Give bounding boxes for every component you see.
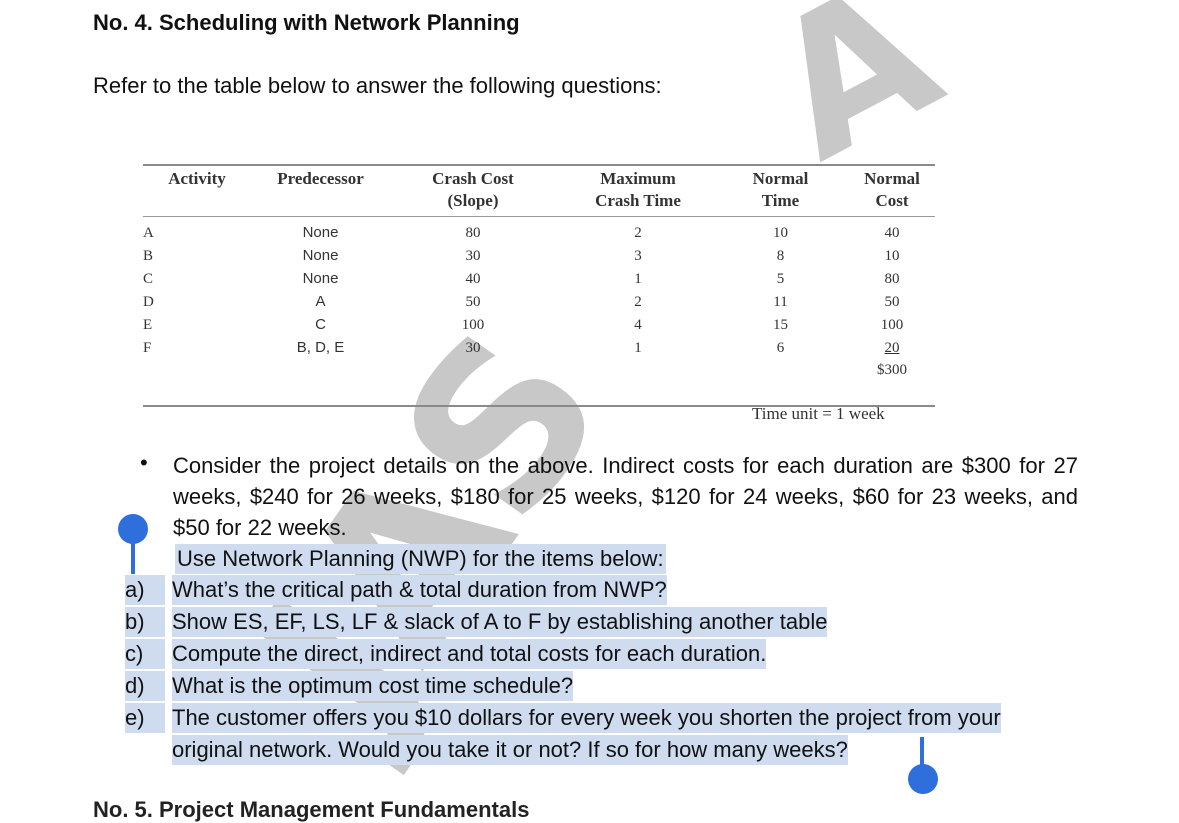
table-header-rule	[143, 216, 935, 217]
cell-activity: A	[143, 225, 154, 241]
cell-activity: F	[143, 340, 152, 356]
time-unit-note: Time unit = 1 week	[752, 404, 885, 423]
table-top-rule	[143, 164, 935, 166]
cell-activity: D	[143, 294, 154, 310]
cell-crash-cost: 100	[461, 317, 485, 333]
question-label: e)	[125, 703, 165, 733]
cell-crash-cost: 30	[465, 248, 481, 264]
cell-normal-time: 6	[776, 340, 785, 356]
header-crash-cost: Crash Cost (Slope)	[432, 169, 514, 210]
indirect-costs-paragraph: Consider the project details on the abov…	[173, 453, 1078, 540]
question-text: What’s the critical path & total duratio…	[172, 575, 667, 605]
selection-end-caret	[920, 737, 924, 767]
cell-predecessor: None	[302, 247, 339, 264]
selection-end-handle[interactable]	[908, 764, 938, 794]
cell-normal-cost: 50	[884, 294, 900, 310]
cell-normal-time: 8	[776, 248, 785, 264]
cell-predecessor: B, D, E	[296, 339, 345, 356]
cell-normal-time: 10	[773, 225, 788, 241]
question-text: Show ES, EF, LS, LF & slack of A to F by…	[172, 607, 828, 637]
cell-normal-time: 11	[773, 294, 788, 310]
cell-normal-cost: 20	[884, 340, 900, 356]
cell-predecessor: None	[302, 224, 339, 241]
cell-max-crash: 2	[634, 225, 642, 241]
question-label: b)	[125, 607, 165, 637]
header-normal-cost: Normal Cost	[864, 169, 920, 210]
question-text: The customer offers you $10 dollars for …	[172, 703, 1001, 733]
section-heading: No. 4. Scheduling with Network Planning	[93, 10, 520, 35]
bullet-1: •	[140, 450, 148, 475]
cell-normal-time: 15	[773, 317, 788, 333]
question-text: original network. Would you take it or n…	[172, 735, 848, 765]
question-text: Compute the direct, indirect and total c…	[172, 639, 767, 669]
selection-start-caret	[131, 536, 135, 574]
cell-activity: B	[143, 248, 154, 264]
cell-max-crash: 2	[634, 294, 642, 310]
cell-max-crash: 1	[634, 340, 642, 356]
table-bottom-rule	[143, 405, 935, 407]
header-max-crash-time: Maximum Crash Time	[595, 169, 681, 210]
nwp-line: Use Network Planning (NWP) for the items…	[175, 544, 666, 574]
cell-normal-cost: 100	[880, 317, 904, 333]
question-label: d)	[125, 671, 165, 701]
next-section-heading: No. 5. Project Management Fundamentals	[93, 797, 530, 822]
question-label: c)	[125, 639, 165, 669]
cell-max-crash: 4	[634, 317, 642, 333]
question-label: a)	[125, 575, 165, 605]
cell-activity: E	[143, 317, 153, 333]
header-normal-time: Normal Time	[752, 169, 809, 210]
cell-crash-cost: 40	[465, 271, 481, 287]
cell-normal-cost: 80	[884, 271, 900, 287]
cell-crash-cost: 30	[465, 340, 481, 356]
cell-normal-cost: 10	[884, 248, 900, 264]
header-predecessor: Predecessor	[277, 169, 364, 188]
cell-normal-time: 5	[776, 271, 785, 287]
cell-max-crash: 1	[634, 271, 642, 287]
intro-text: Refer to the table below to answer the f…	[93, 73, 662, 98]
cell-predecessor: A	[315, 293, 326, 310]
cell-crash-cost: 50	[465, 294, 481, 310]
cell-activity: C	[143, 271, 154, 287]
total-cost: $300	[877, 362, 907, 378]
cell-crash-cost: 80	[465, 225, 481, 241]
cell-normal-cost: 40	[884, 225, 900, 241]
cell-predecessor: None	[302, 270, 339, 287]
question-text: What is the optimum cost time schedule?	[172, 671, 574, 701]
cell-predecessor: C	[315, 316, 326, 333]
cell-max-crash: 3	[634, 248, 642, 264]
header-activity: Activity	[168, 169, 226, 188]
